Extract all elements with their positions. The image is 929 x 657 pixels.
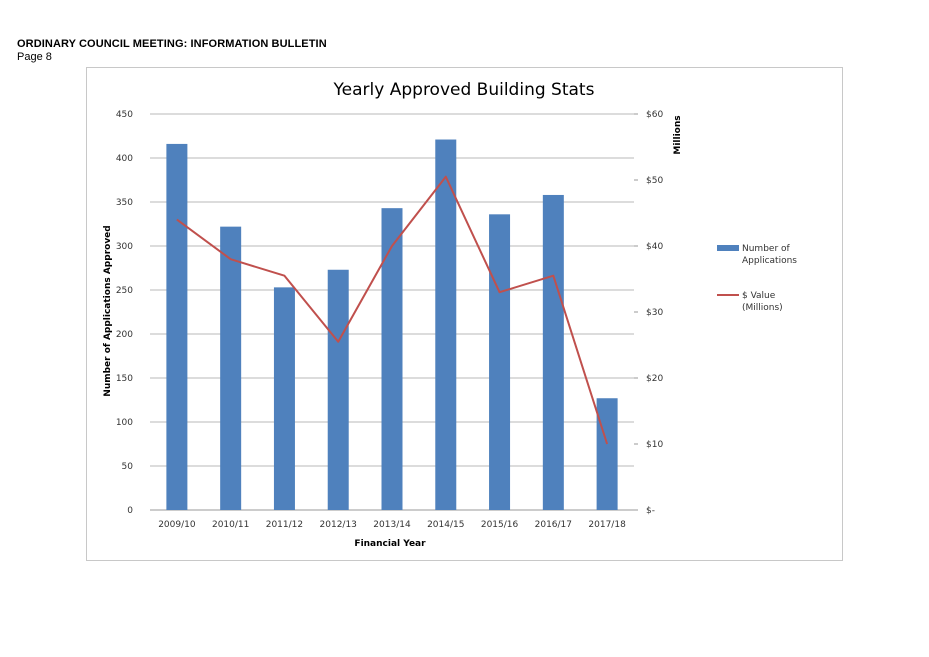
right-axis-ticks: $- $10 $20 $30 $40 $50 $60 xyxy=(634,110,663,516)
x-axis-tick-label: 2016/17 xyxy=(535,520,572,530)
left-axis-tick-label: 300 xyxy=(116,242,133,252)
left-axis-tick-label: 150 xyxy=(116,374,133,384)
bar xyxy=(273,287,295,510)
bar xyxy=(596,398,618,510)
page-number: Page 8 xyxy=(17,51,52,63)
left-axis-tick-label: 0 xyxy=(127,506,133,516)
right-axis-tick-label: $50 xyxy=(646,176,663,186)
right-axis-tick-label: $20 xyxy=(646,374,663,384)
x-axis-tick-label: 2014/15 xyxy=(427,520,464,530)
left-axis-tick-label: 100 xyxy=(116,418,133,428)
x-axis-ticks: 2009/10 2010/11 2011/12 2012/13 2013/14 2014/… xyxy=(158,520,626,530)
left-axis-tick-label: 200 xyxy=(116,330,133,340)
line-series xyxy=(176,175,609,445)
y2-axis-title: Millions xyxy=(673,115,683,154)
chart-legend: Number of Applications $ Value (Millions) xyxy=(717,244,797,313)
x-axis-tick-label: 2013/14 xyxy=(373,520,411,530)
legend-label-value: $ Value xyxy=(742,291,776,301)
right-axis-tick-label: $30 xyxy=(646,308,663,318)
legend-label-applications: Applications xyxy=(742,256,797,266)
bar xyxy=(381,208,403,510)
bar xyxy=(220,226,242,510)
legend-label-applications: Number of xyxy=(742,244,791,254)
left-axis-tick-label: 350 xyxy=(116,198,133,208)
chart-title: Yearly Approved Building Stats xyxy=(333,80,595,100)
x-axis-tick-label: 2010/11 xyxy=(212,520,249,530)
left-axis-tick-label: 400 xyxy=(116,154,133,164)
line-series-path xyxy=(176,175,609,445)
document-header: ORDINARY COUNCIL MEETING: INFORMATION BU… xyxy=(17,39,327,63)
x-axis-tick-label: 2011/12 xyxy=(266,520,303,530)
document-title: ORDINARY COUNCIL MEETING: INFORMATION BU… xyxy=(17,38,327,50)
left-axis-tick-label: 50 xyxy=(122,462,134,472)
y-axis-title: Number of Applications Approved xyxy=(103,225,113,396)
chart-frame: Yearly Approved Building Stats 0 50 100 150… xyxy=(86,67,843,561)
bar-series xyxy=(166,139,618,511)
x-axis-tick-label: 2012/13 xyxy=(320,520,357,530)
bar xyxy=(166,143,188,511)
left-axis-tick-label: 450 xyxy=(116,110,133,120)
x-axis-title: Financial Year xyxy=(354,539,426,549)
x-axis-tick-label: 2009/10 xyxy=(158,520,196,530)
bar xyxy=(489,214,511,510)
legend-label-value: (Millions) xyxy=(742,303,783,313)
bar xyxy=(542,194,564,510)
chart-area: Yearly Approved Building Stats 0 50 100 150… xyxy=(103,80,797,549)
x-axis-tick-label: 2015/16 xyxy=(481,520,519,530)
right-axis-tick-label: $- xyxy=(646,506,655,516)
legend-swatch-applications xyxy=(717,245,739,251)
right-axis-tick-label: $40 xyxy=(646,242,663,252)
left-axis-tick-label: 250 xyxy=(116,286,133,296)
right-axis-tick-label: $60 xyxy=(646,110,663,120)
x-axis-tick-label: 2017/18 xyxy=(588,520,626,530)
left-axis-ticks: 0 50 100 150 200 250 300 350 400 450 xyxy=(116,110,133,516)
bar xyxy=(327,269,349,510)
bar xyxy=(435,139,457,510)
right-axis-tick-label: $10 xyxy=(646,440,663,450)
